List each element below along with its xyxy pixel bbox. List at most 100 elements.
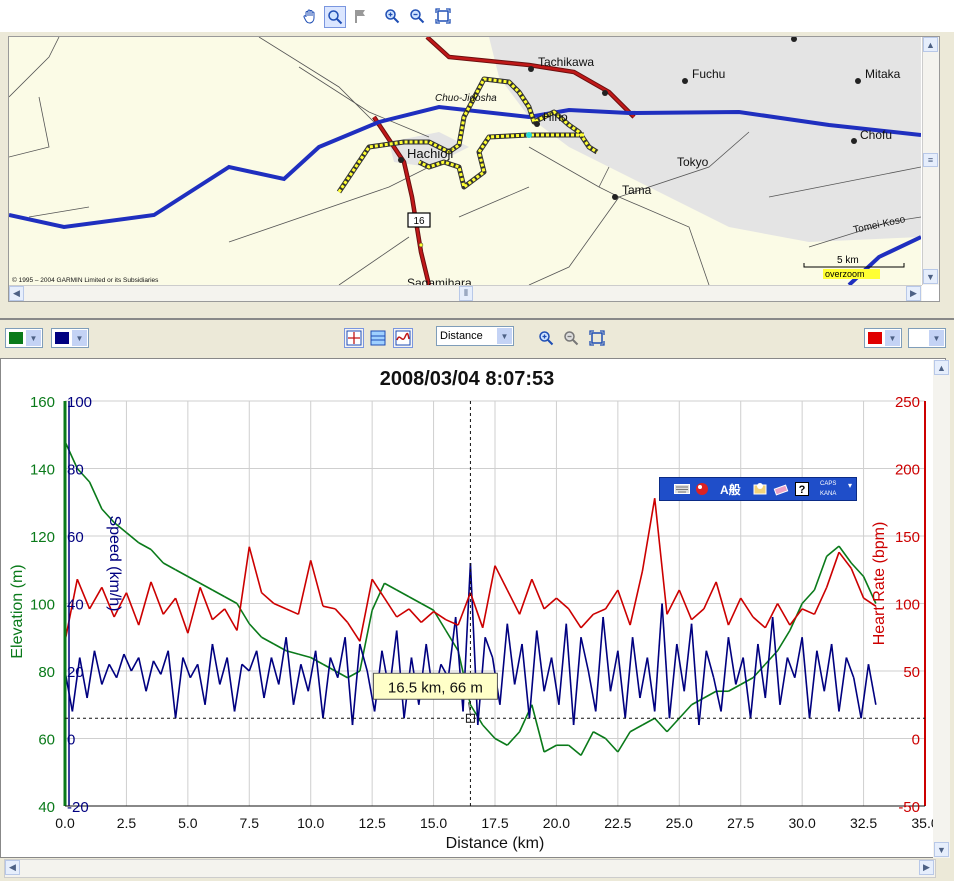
ime-language-bar[interactable]: A般 ? CAPS KANA ▾ bbox=[659, 477, 857, 501]
speed-color-picker[interactable]: ▼ bbox=[51, 328, 89, 348]
stack-view-icon[interactable] bbox=[368, 328, 388, 348]
tools-icon[interactable] bbox=[773, 481, 789, 497]
heart-rate-segment bbox=[825, 551, 840, 588]
map-view[interactable]: 16 Tachikawa Fuchu Mitaka Chuo-Jidosha H… bbox=[9, 37, 921, 285]
scroll-right-icon[interactable]: ▶ bbox=[919, 860, 934, 875]
speed-segment bbox=[712, 677, 722, 712]
elevation-color-picker[interactable]: ▼ bbox=[5, 328, 43, 348]
chart-vertical-scrollbar[interactable]: ▲ ▼ bbox=[933, 360, 950, 858]
scroll-up-icon[interactable]: ▲ bbox=[934, 360, 949, 375]
scroll-down-icon[interactable]: ▼ bbox=[934, 842, 949, 857]
splitter[interactable] bbox=[0, 303, 954, 317]
x-tick-label: 15.0 bbox=[420, 815, 447, 831]
speed-segment bbox=[793, 637, 803, 678]
speed-segment bbox=[845, 657, 855, 679]
speed-segment bbox=[867, 664, 877, 705]
x-tick-label: 25.0 bbox=[666, 815, 693, 831]
scroll-thumb[interactable]: ≡ bbox=[923, 153, 938, 167]
chevron-down-icon[interactable]: ▼ bbox=[26, 330, 41, 346]
keyboard-icon[interactable] bbox=[674, 481, 690, 497]
elevation-tick-label: 40 bbox=[38, 799, 55, 816]
heart-rate-segment bbox=[727, 597, 742, 626]
elevation-segment bbox=[629, 724, 643, 733]
map-horizontal-scrollbar[interactable]: ◀ ⦀ ▶ bbox=[9, 285, 922, 301]
speed-segment bbox=[653, 603, 663, 712]
elevation-segment bbox=[728, 683, 742, 692]
speed-segment bbox=[78, 657, 88, 699]
speed-segment bbox=[300, 664, 310, 692]
chart-horizontal-scrollbar[interactable]: ◀ ▶ bbox=[4, 859, 936, 878]
magnifier-select-icon[interactable] bbox=[324, 6, 346, 28]
zoom-in-icon[interactable] bbox=[536, 328, 556, 348]
heart-rate-segment bbox=[396, 608, 410, 618]
map-copyright: © 1995 – 2004 GARMIN Limited or its Subs… bbox=[12, 276, 159, 284]
x-tick-label: 2.5 bbox=[117, 815, 137, 831]
heart-rate-segment bbox=[137, 581, 152, 626]
scroll-left-icon[interactable]: ◀ bbox=[9, 286, 24, 301]
dictionary-icon[interactable] bbox=[752, 481, 768, 497]
chevron-down-icon[interactable]: ▼ bbox=[72, 330, 87, 346]
hand-icon[interactable] bbox=[300, 6, 320, 26]
speed-segment bbox=[130, 657, 140, 672]
heart-rate-segment bbox=[863, 597, 877, 607]
chevron-down-icon[interactable]: ▼ bbox=[497, 328, 512, 344]
map-vertical-scrollbar[interactable]: ▲ ≡ ▼ bbox=[922, 37, 939, 285]
scroll-right-icon[interactable]: ▶ bbox=[906, 286, 921, 301]
zoom-in-icon[interactable] bbox=[382, 6, 402, 26]
speed-tick-label: 80 bbox=[67, 462, 84, 479]
fit-extent-icon[interactable] bbox=[433, 6, 453, 26]
ime-pad-icon[interactable] bbox=[694, 481, 710, 497]
secondary-right-color-picker[interactable]: ▼ bbox=[908, 328, 946, 348]
speed-segment bbox=[506, 623, 516, 685]
heart-rate-color-picker[interactable]: ▼ bbox=[864, 328, 902, 348]
speed-segment bbox=[233, 664, 243, 712]
heart-rate-segment bbox=[481, 565, 496, 628]
speed-segment bbox=[196, 664, 206, 705]
scroll-thumb[interactable]: ⦀ bbox=[459, 286, 473, 301]
speed-segment bbox=[609, 650, 619, 692]
heart-rate-segment bbox=[838, 551, 852, 569]
heart-rate-segment bbox=[580, 613, 594, 629]
map-label-hachioji: Hachioji bbox=[407, 146, 453, 161]
scroll-left-icon[interactable]: ◀ bbox=[5, 860, 20, 875]
ime-bar-options-icon[interactable]: ▾ bbox=[848, 481, 853, 490]
crosshair-icon[interactable] bbox=[344, 328, 364, 348]
speed-segment bbox=[145, 660, 155, 692]
speed-tick-label: 100 bbox=[67, 394, 92, 411]
speed-tick-label: -20 bbox=[67, 799, 89, 816]
heart-rate-segment bbox=[789, 608, 803, 626]
elevation-segment bbox=[64, 441, 79, 469]
color-swatch bbox=[912, 332, 926, 344]
speed-segment bbox=[344, 637, 354, 726]
chevron-down-icon[interactable]: ▼ bbox=[929, 330, 944, 346]
speed-segment bbox=[86, 650, 96, 699]
profile-chart[interactable]: 0.0 2.5 5.0 7.5 10.0 12.5 15.0 17.5 20.0 22.5 25.0… bbox=[0, 358, 934, 858]
heart-rate-segment bbox=[543, 597, 557, 610]
heart-rate-segment bbox=[64, 579, 79, 642]
ime-mode-indicator[interactable]: A般 bbox=[720, 482, 741, 497]
elevation-segment bbox=[654, 717, 668, 733]
elevation-segment bbox=[150, 548, 164, 564]
scroll-down-icon[interactable]: ▼ bbox=[923, 269, 938, 284]
elevation-axis-title: Elevation (m) bbox=[9, 564, 26, 658]
graph-icon[interactable] bbox=[393, 328, 413, 348]
speed-segment bbox=[617, 650, 627, 719]
x-axis-select[interactable]: Distance ▼ bbox=[436, 326, 514, 346]
speed-segment bbox=[705, 650, 715, 678]
zoom-out-icon[interactable] bbox=[561, 328, 581, 348]
flag-icon[interactable] bbox=[350, 6, 370, 26]
elevation-segment bbox=[408, 596, 422, 605]
scroll-up-icon[interactable]: ▲ bbox=[923, 37, 938, 52]
heart-rate-segment bbox=[592, 608, 606, 616]
zoom-out-icon[interactable] bbox=[407, 6, 427, 26]
chevron-down-icon[interactable]: ▼ bbox=[885, 330, 900, 346]
elevation-segment bbox=[703, 690, 717, 699]
heart-rate-segment bbox=[88, 586, 103, 610]
heart-rate-segment bbox=[801, 608, 815, 616]
heart-rate-segment bbox=[236, 546, 251, 631]
heart-rate-segment bbox=[408, 608, 422, 623]
fit-extent-icon[interactable] bbox=[587, 328, 607, 348]
elevation-segment bbox=[617, 731, 631, 753]
speed-segment bbox=[270, 657, 280, 685]
help-icon[interactable]: ? bbox=[795, 481, 809, 497]
